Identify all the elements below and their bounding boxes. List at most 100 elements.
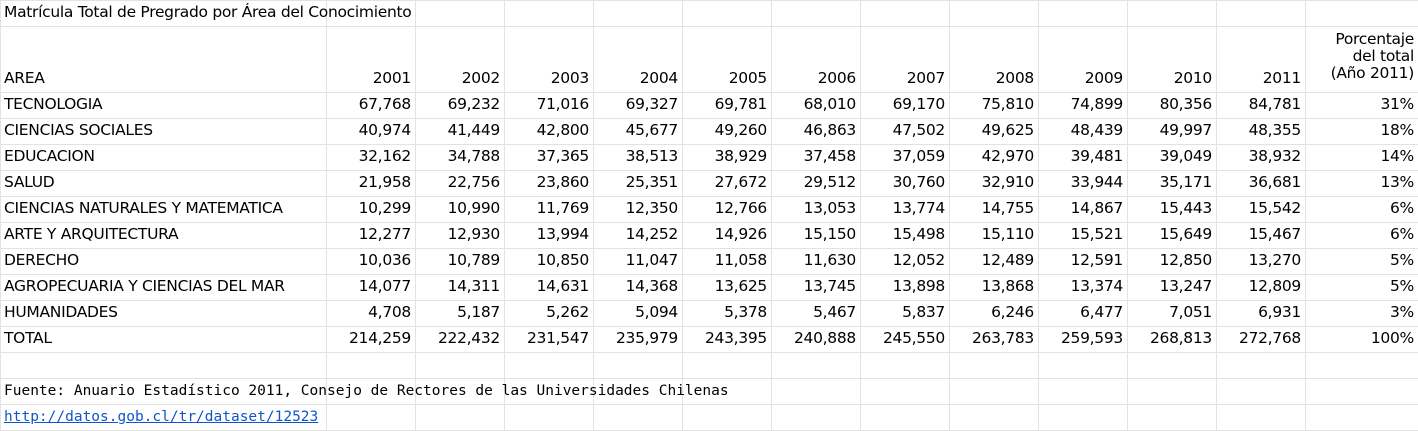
value-cell[interactable]: 80,356 bbox=[1159, 95, 1213, 113]
value-cell[interactable]: 12,930 bbox=[447, 225, 501, 243]
header-year-2010[interactable]: 2010 bbox=[1173, 69, 1213, 87]
value-cell[interactable]: 10,036 bbox=[358, 251, 412, 269]
value-cell[interactable]: 21,958 bbox=[358, 173, 412, 191]
dataset-link[interactable]: http://datos.gob.cl/tr/dataset/12523 bbox=[4, 409, 319, 425]
header-year-2004[interactable]: 2004 bbox=[639, 69, 679, 87]
percentage-cell[interactable]: 3% bbox=[1390, 303, 1414, 321]
value-cell[interactable]: 11,047 bbox=[625, 251, 679, 269]
value-cell[interactable]: 23,860 bbox=[536, 173, 590, 191]
header-year-2002[interactable]: 2002 bbox=[461, 69, 501, 87]
value-cell[interactable]: 34,788 bbox=[447, 147, 501, 165]
value-cell[interactable]: 29,512 bbox=[803, 173, 857, 191]
row-area-label[interactable]: TECNOLOGIA bbox=[4, 95, 103, 113]
value-cell[interactable]: 45,677 bbox=[625, 121, 679, 139]
row-area-label[interactable]: ARTE Y ARQUITECTURA bbox=[4, 225, 179, 243]
value-cell[interactable]: 243,395 bbox=[705, 329, 767, 347]
value-cell[interactable]: 38,929 bbox=[714, 147, 768, 165]
value-cell[interactable]: 14,755 bbox=[981, 199, 1035, 217]
value-cell[interactable]: 49,625 bbox=[981, 121, 1035, 139]
value-cell[interactable]: 13,994 bbox=[536, 225, 590, 243]
value-cell[interactable]: 75,810 bbox=[981, 95, 1035, 113]
value-cell[interactable]: 48,439 bbox=[1070, 121, 1124, 139]
value-cell[interactable]: 71,016 bbox=[536, 95, 590, 113]
value-cell[interactable]: 41,449 bbox=[447, 121, 501, 139]
sheet-title[interactable]: Matrícula Total de Pregrado por Área del… bbox=[4, 3, 412, 21]
value-cell[interactable]: 49,997 bbox=[1159, 121, 1213, 139]
value-cell[interactable]: 15,150 bbox=[803, 225, 857, 243]
value-cell[interactable]: 39,049 bbox=[1159, 147, 1213, 165]
value-cell[interactable]: 263,783 bbox=[972, 329, 1034, 347]
value-cell[interactable]: 15,521 bbox=[1070, 225, 1124, 243]
value-cell[interactable]: 38,932 bbox=[1248, 147, 1302, 165]
value-cell[interactable]: 12,350 bbox=[625, 199, 679, 217]
row-area-label[interactable]: CIENCIAS NATURALES Y MATEMATICA bbox=[4, 199, 283, 217]
value-cell[interactable]: 13,745 bbox=[803, 277, 857, 295]
percentage-cell[interactable]: 6% bbox=[1390, 225, 1414, 243]
value-cell[interactable]: 15,649 bbox=[1159, 225, 1213, 243]
value-cell[interactable]: 222,432 bbox=[438, 329, 500, 347]
value-cell[interactable]: 235,979 bbox=[616, 329, 678, 347]
source-note[interactable]: Fuente: Anuario Estadístico 2011, Consej… bbox=[4, 383, 729, 399]
value-cell[interactable]: 13,374 bbox=[1070, 277, 1124, 295]
total-row-label[interactable]: TOTAL bbox=[4, 329, 52, 347]
value-cell[interactable]: 13,774 bbox=[892, 199, 946, 217]
value-cell[interactable]: 36,681 bbox=[1248, 173, 1302, 191]
row-area-label[interactable]: AGROPECUARIA Y CIENCIAS DEL MAR bbox=[4, 277, 285, 295]
value-cell[interactable]: 13,247 bbox=[1159, 277, 1213, 295]
value-cell[interactable]: 30,760 bbox=[892, 173, 946, 191]
header-year-2003[interactable]: 2003 bbox=[550, 69, 590, 87]
row-area-label[interactable]: CIENCIAS SOCIALES bbox=[4, 121, 153, 139]
percentage-cell[interactable]: 5% bbox=[1390, 277, 1414, 295]
value-cell[interactable]: 12,052 bbox=[892, 251, 946, 269]
row-area-label[interactable]: SALUD bbox=[4, 173, 55, 191]
value-cell[interactable]: 25,351 bbox=[625, 173, 679, 191]
header-year-2001[interactable]: 2001 bbox=[372, 69, 412, 87]
value-cell[interactable]: 39,481 bbox=[1070, 147, 1124, 165]
value-cell[interactable]: 259,593 bbox=[1061, 329, 1123, 347]
value-cell[interactable]: 68,010 bbox=[803, 95, 857, 113]
value-cell[interactable]: 5,837 bbox=[902, 303, 945, 321]
value-cell[interactable]: 231,547 bbox=[527, 329, 589, 347]
value-cell[interactable]: 14,368 bbox=[625, 277, 679, 295]
value-cell[interactable]: 47,502 bbox=[892, 121, 946, 139]
value-cell[interactable]: 12,766 bbox=[714, 199, 768, 217]
value-cell[interactable]: 13,053 bbox=[803, 199, 857, 217]
value-cell[interactable]: 4,708 bbox=[368, 303, 411, 321]
percentage-cell[interactable]: 18% bbox=[1380, 121, 1414, 139]
value-cell[interactable]: 40,974 bbox=[358, 121, 412, 139]
value-cell[interactable]: 27,672 bbox=[714, 173, 768, 191]
value-cell[interactable]: 6,931 bbox=[1258, 303, 1301, 321]
value-cell[interactable]: 37,458 bbox=[803, 147, 857, 165]
value-cell[interactable]: 11,630 bbox=[803, 251, 857, 269]
value-cell[interactable]: 42,970 bbox=[981, 147, 1035, 165]
value-cell[interactable]: 13,898 bbox=[892, 277, 946, 295]
value-cell[interactable]: 32,162 bbox=[358, 147, 412, 165]
value-cell[interactable]: 214,259 bbox=[349, 329, 411, 347]
value-cell[interactable]: 69,781 bbox=[714, 95, 768, 113]
value-cell[interactable]: 14,252 bbox=[625, 225, 679, 243]
value-cell[interactable]: 12,489 bbox=[981, 251, 1035, 269]
value-cell[interactable]: 15,498 bbox=[892, 225, 946, 243]
value-cell[interactable]: 13,868 bbox=[981, 277, 1035, 295]
value-cell[interactable]: 12,809 bbox=[1248, 277, 1302, 295]
header-year-2008[interactable]: 2008 bbox=[995, 69, 1035, 87]
value-cell[interactable]: 14,867 bbox=[1070, 199, 1124, 217]
header-percentage[interactable]: Porcentaje del total (Año 2011) bbox=[1330, 30, 1415, 82]
percentage-cell[interactable]: 5% bbox=[1390, 251, 1414, 269]
percentage-cell[interactable]: 6% bbox=[1390, 199, 1414, 217]
value-cell[interactable]: 272,768 bbox=[1239, 329, 1301, 347]
value-cell[interactable]: 268,813 bbox=[1150, 329, 1212, 347]
header-year-2007[interactable]: 2007 bbox=[906, 69, 946, 87]
value-cell[interactable]: 48,355 bbox=[1248, 121, 1302, 139]
value-cell[interactable]: 32,910 bbox=[981, 173, 1035, 191]
row-area-label[interactable]: EDUCACION bbox=[4, 147, 95, 165]
value-cell[interactable]: 6,477 bbox=[1080, 303, 1123, 321]
value-cell[interactable]: 5,262 bbox=[546, 303, 589, 321]
value-cell[interactable]: 42,800 bbox=[536, 121, 590, 139]
value-cell[interactable]: 69,327 bbox=[625, 95, 679, 113]
value-cell[interactable]: 12,277 bbox=[358, 225, 412, 243]
value-cell[interactable]: 15,467 bbox=[1248, 225, 1302, 243]
value-cell[interactable]: 74,899 bbox=[1070, 95, 1124, 113]
value-cell[interactable]: 35,171 bbox=[1159, 173, 1213, 191]
